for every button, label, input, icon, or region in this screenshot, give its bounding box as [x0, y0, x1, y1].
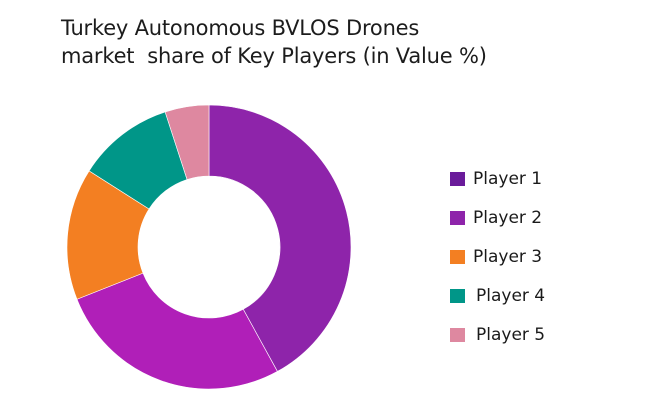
legend-item-player-4: Player 4 [450, 276, 545, 315]
legend-label: Player 1 [473, 168, 543, 189]
chart-title-line-1: Turkey Autonomous BVLOS Drones [61, 16, 420, 40]
legend-swatch-icon [450, 327, 465, 342]
legend-item-player-2: Player 2 [450, 198, 545, 237]
legend-item-player-5: Player 5 [450, 315, 545, 354]
chart-legend: Player 1 Player 2 Player 3 Player 4 Play… [450, 159, 545, 354]
legend-swatch-icon [450, 171, 465, 186]
legend-label: Player 4 [476, 285, 546, 306]
chart-title: Turkey Autonomous BVLOS Drones market sh… [61, 14, 541, 70]
donut-segment-player-1 [208, 104, 352, 372]
legend-item-player-3: Player 3 [450, 237, 545, 276]
donut-segment-player-5 [164, 104, 210, 180]
legend-swatch-icon [450, 210, 465, 225]
legend-label: Player 5 [476, 324, 546, 345]
legend-label: Player 2 [473, 207, 543, 228]
chart-title-line-2: market share of Key Players (in Value %) [61, 44, 487, 68]
legend-swatch-icon [450, 288, 465, 303]
legend-swatch-icon [450, 249, 465, 264]
donut-segment-player-2 [76, 272, 278, 390]
legend-label: Player 3 [473, 246, 543, 267]
legend-item-player-1: Player 1 [450, 159, 545, 198]
